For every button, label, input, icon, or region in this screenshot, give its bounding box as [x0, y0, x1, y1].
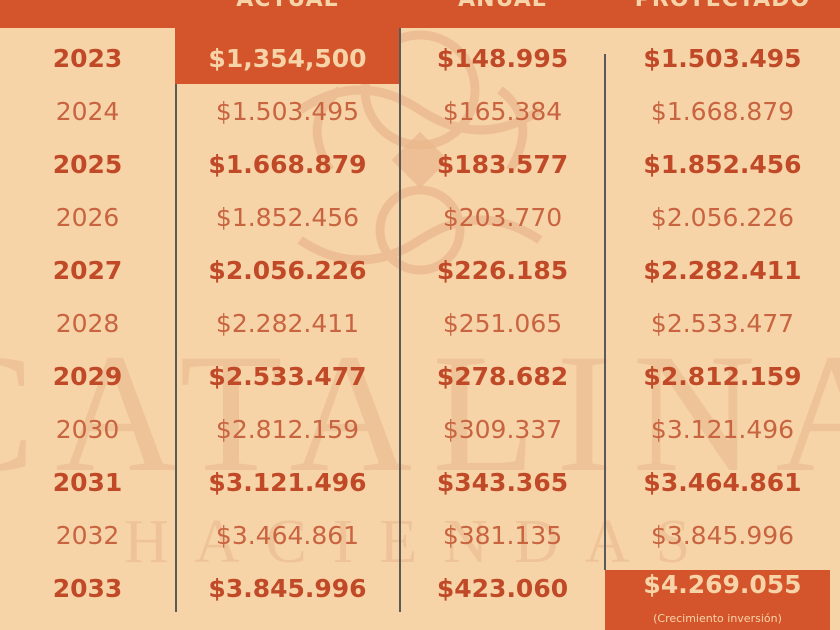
annual-value-cell: $203.770: [442, 203, 563, 232]
table-row: 2026 $1.852.456 $203.770 $2.056.226: [0, 191, 840, 244]
actual-value-cell: $2.056.226: [208, 256, 367, 285]
table-row: 2025 $1.668.879 $183.577 $1.852.456: [0, 138, 840, 191]
final-note: (Crecimiento inversión): [653, 612, 782, 625]
highlight-current-value: [175, 28, 400, 84]
column-header-anual: ANUAL: [400, 0, 605, 14]
table-row: 2024 $1.503.495 $165.384 $1.668.879: [0, 85, 840, 138]
table-row: 2030 $2.812.159 $309.337 $3.121.496: [0, 403, 840, 456]
annual-value-cell: $226.185: [436, 256, 569, 285]
actual-value-cell: $3.121.496: [208, 468, 367, 497]
column-header-actual: ACTUAL: [175, 0, 400, 14]
divider-line: [399, 28, 401, 612]
actual-value-cell: $2.533.477: [208, 362, 367, 391]
year-cell: 2029: [52, 362, 123, 391]
projected-value-cell: $2.812.159: [643, 362, 802, 391]
projected-value-cell: $3.845.996: [650, 521, 795, 550]
actual-value-cell: $1,354,500: [208, 44, 367, 73]
year-cell: 2024: [55, 97, 120, 126]
actual-value-cell: $1.668.879: [208, 150, 367, 179]
annual-value-cell: $343.365: [436, 468, 569, 497]
year-cell: 2026: [55, 203, 120, 232]
annual-value-cell: $381.135: [442, 521, 563, 550]
year-cell: 2030: [55, 415, 120, 444]
projected-value-cell: $2.056.226: [650, 203, 795, 232]
actual-value-cell: $2.812.159: [215, 415, 360, 444]
highlight-final-value: [605, 570, 830, 630]
table-row: 2032 $3.464.861 $381.135 $3.845.996: [0, 509, 840, 562]
annual-value-cell: $423.060: [436, 574, 569, 603]
year-cell: 2032: [55, 521, 120, 550]
annual-value-cell: $251.065: [442, 309, 563, 338]
projected-value-cell: $2.533.477: [650, 309, 795, 338]
header-band: [0, 0, 840, 28]
divider-line: [175, 84, 177, 612]
year-cell: 2028: [55, 309, 120, 338]
projected-value-cell: $4.269.055: [643, 570, 802, 599]
annual-value-cell: $183.577: [436, 150, 569, 179]
table-row: 2029 $2.533.477 $278.682 $2.812.159: [0, 350, 840, 403]
projected-value-cell: $2.282.411: [643, 256, 802, 285]
actual-value-cell: $2.282.411: [215, 309, 360, 338]
annual-value-cell: $309.337: [442, 415, 563, 444]
table-row: 2028 $2.282.411 $251.065 $2.533.477: [0, 297, 840, 350]
actual-value-cell: $1.503.495: [215, 97, 360, 126]
annual-value-cell: $148.995: [436, 44, 569, 73]
annual-value-cell: $165.384: [442, 97, 563, 126]
actual-value-cell: $3.464.861: [215, 521, 360, 550]
year-cell: 2025: [52, 150, 123, 179]
table-row: 2031 $3.121.496 $343.365 $3.464.861: [0, 456, 840, 509]
projected-value-cell: $1.503.495: [643, 44, 802, 73]
table-row: 2023 $1,354,500 $148.995 $1.503.495: [0, 32, 840, 85]
projected-value-cell: $1.668.879: [650, 97, 795, 126]
projected-value-cell: $3.464.861: [643, 468, 802, 497]
table-row: 2027 $2.056.226 $226.185 $2.282.411: [0, 244, 840, 297]
year-cell: 2033: [52, 574, 123, 603]
divider-line: [604, 54, 606, 570]
year-cell: 2023: [52, 44, 123, 73]
actual-value-cell: $3.845.996: [208, 574, 367, 603]
table-row: 2033 $3.845.996 $423.060 $4.269.055: [0, 562, 840, 615]
column-header-proyectado: PROYECTADO: [605, 0, 840, 14]
projected-value-cell: $1.852.456: [643, 150, 802, 179]
annual-value-cell: $278.682: [436, 362, 569, 391]
year-cell: 2027: [52, 256, 123, 285]
actual-value-cell: $1.852.456: [215, 203, 360, 232]
year-cell: 2031: [52, 468, 123, 497]
projected-value-cell: $3.121.496: [650, 415, 795, 444]
